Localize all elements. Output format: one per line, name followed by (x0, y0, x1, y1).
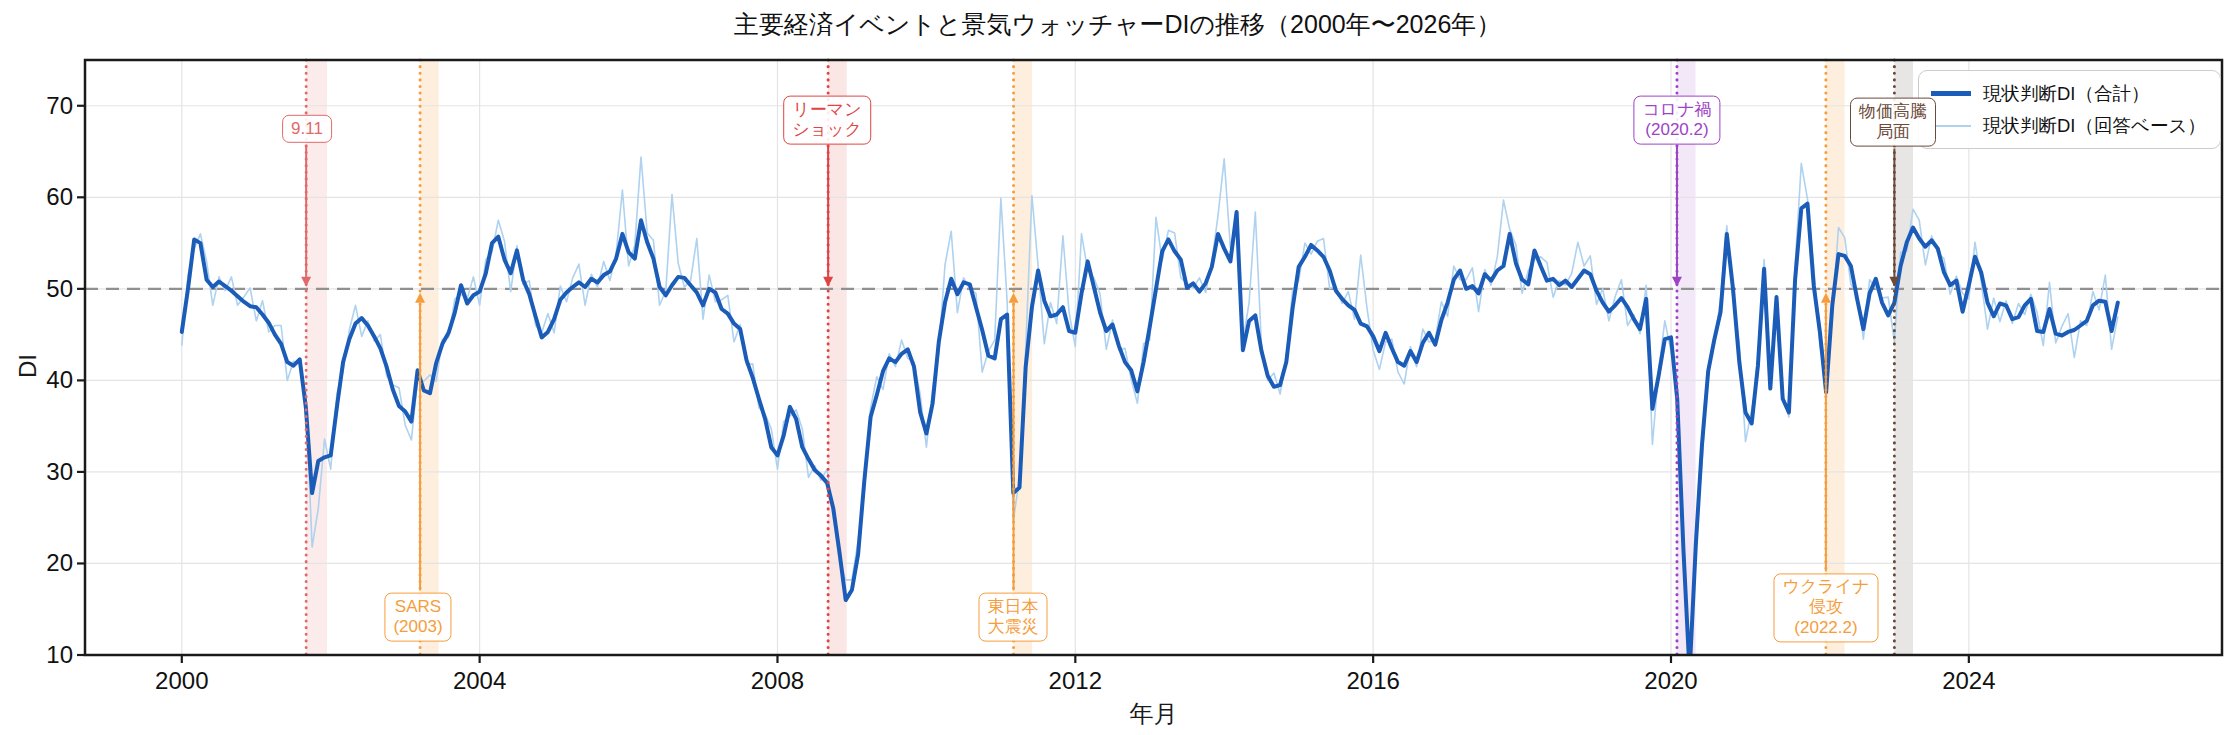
event-corona-label: コロナ禍 (2020.2) (1633, 96, 1720, 145)
legend-label-total: 現状判断DI（合計） (1983, 81, 2150, 106)
event-911-band (306, 60, 327, 655)
y-tick-label: 70 (13, 92, 73, 120)
event-ukraine-label: ウクライナ 侵攻 (2022.2) (1774, 573, 1879, 642)
y-tick-label: 60 (13, 183, 73, 211)
x-tick-label: 2004 (435, 667, 525, 695)
y-tick-label: 40 (13, 366, 73, 394)
x-tick-label: 2000 (137, 667, 227, 695)
legend-item-answer: 現状判断DI（回答ベース） (1931, 113, 2206, 138)
event-corona-band (1677, 60, 1696, 655)
event-lehman-band (828, 60, 847, 655)
x-tick-label: 2020 (1626, 667, 1716, 695)
event-lehman-label: リーマン ショック (783, 96, 871, 145)
event-inflation-label: 物価高騰 局面 (1850, 98, 1936, 147)
legend-line-total (1931, 91, 1971, 96)
event-tohoku-band (1014, 60, 1033, 655)
event-inflation-band (1894, 60, 1913, 655)
legend: 現状判断DI（合計） 現状判断DI（回答ベース） (1918, 70, 2221, 149)
event-sars-label: SARS (2003) (384, 593, 451, 642)
event-911-label: 9.11 (282, 115, 332, 143)
x-tick-label: 2024 (1924, 667, 2014, 695)
x-tick-label: 2016 (1328, 667, 1418, 695)
y-tick-label: 10 (13, 641, 73, 669)
y-tick-label: 50 (13, 275, 73, 303)
event-tohoku-label: 東日本 大震災 (979, 593, 1048, 642)
x-tick-label: 2012 (1030, 667, 1120, 695)
legend-item-total: 現状判断DI（合計） (1931, 81, 2206, 106)
x-tick-label: 2008 (732, 667, 822, 695)
y-tick-label: 30 (13, 458, 73, 486)
y-tick-label: 20 (13, 549, 73, 577)
legend-line-answer (1931, 125, 1971, 127)
legend-label-answer: 現状判断DI（回答ベース） (1983, 113, 2206, 138)
figure: 主要経済イベントと景気ウォッチャーDIの推移（2000年〜2026年） DI 年… (0, 0, 2235, 735)
